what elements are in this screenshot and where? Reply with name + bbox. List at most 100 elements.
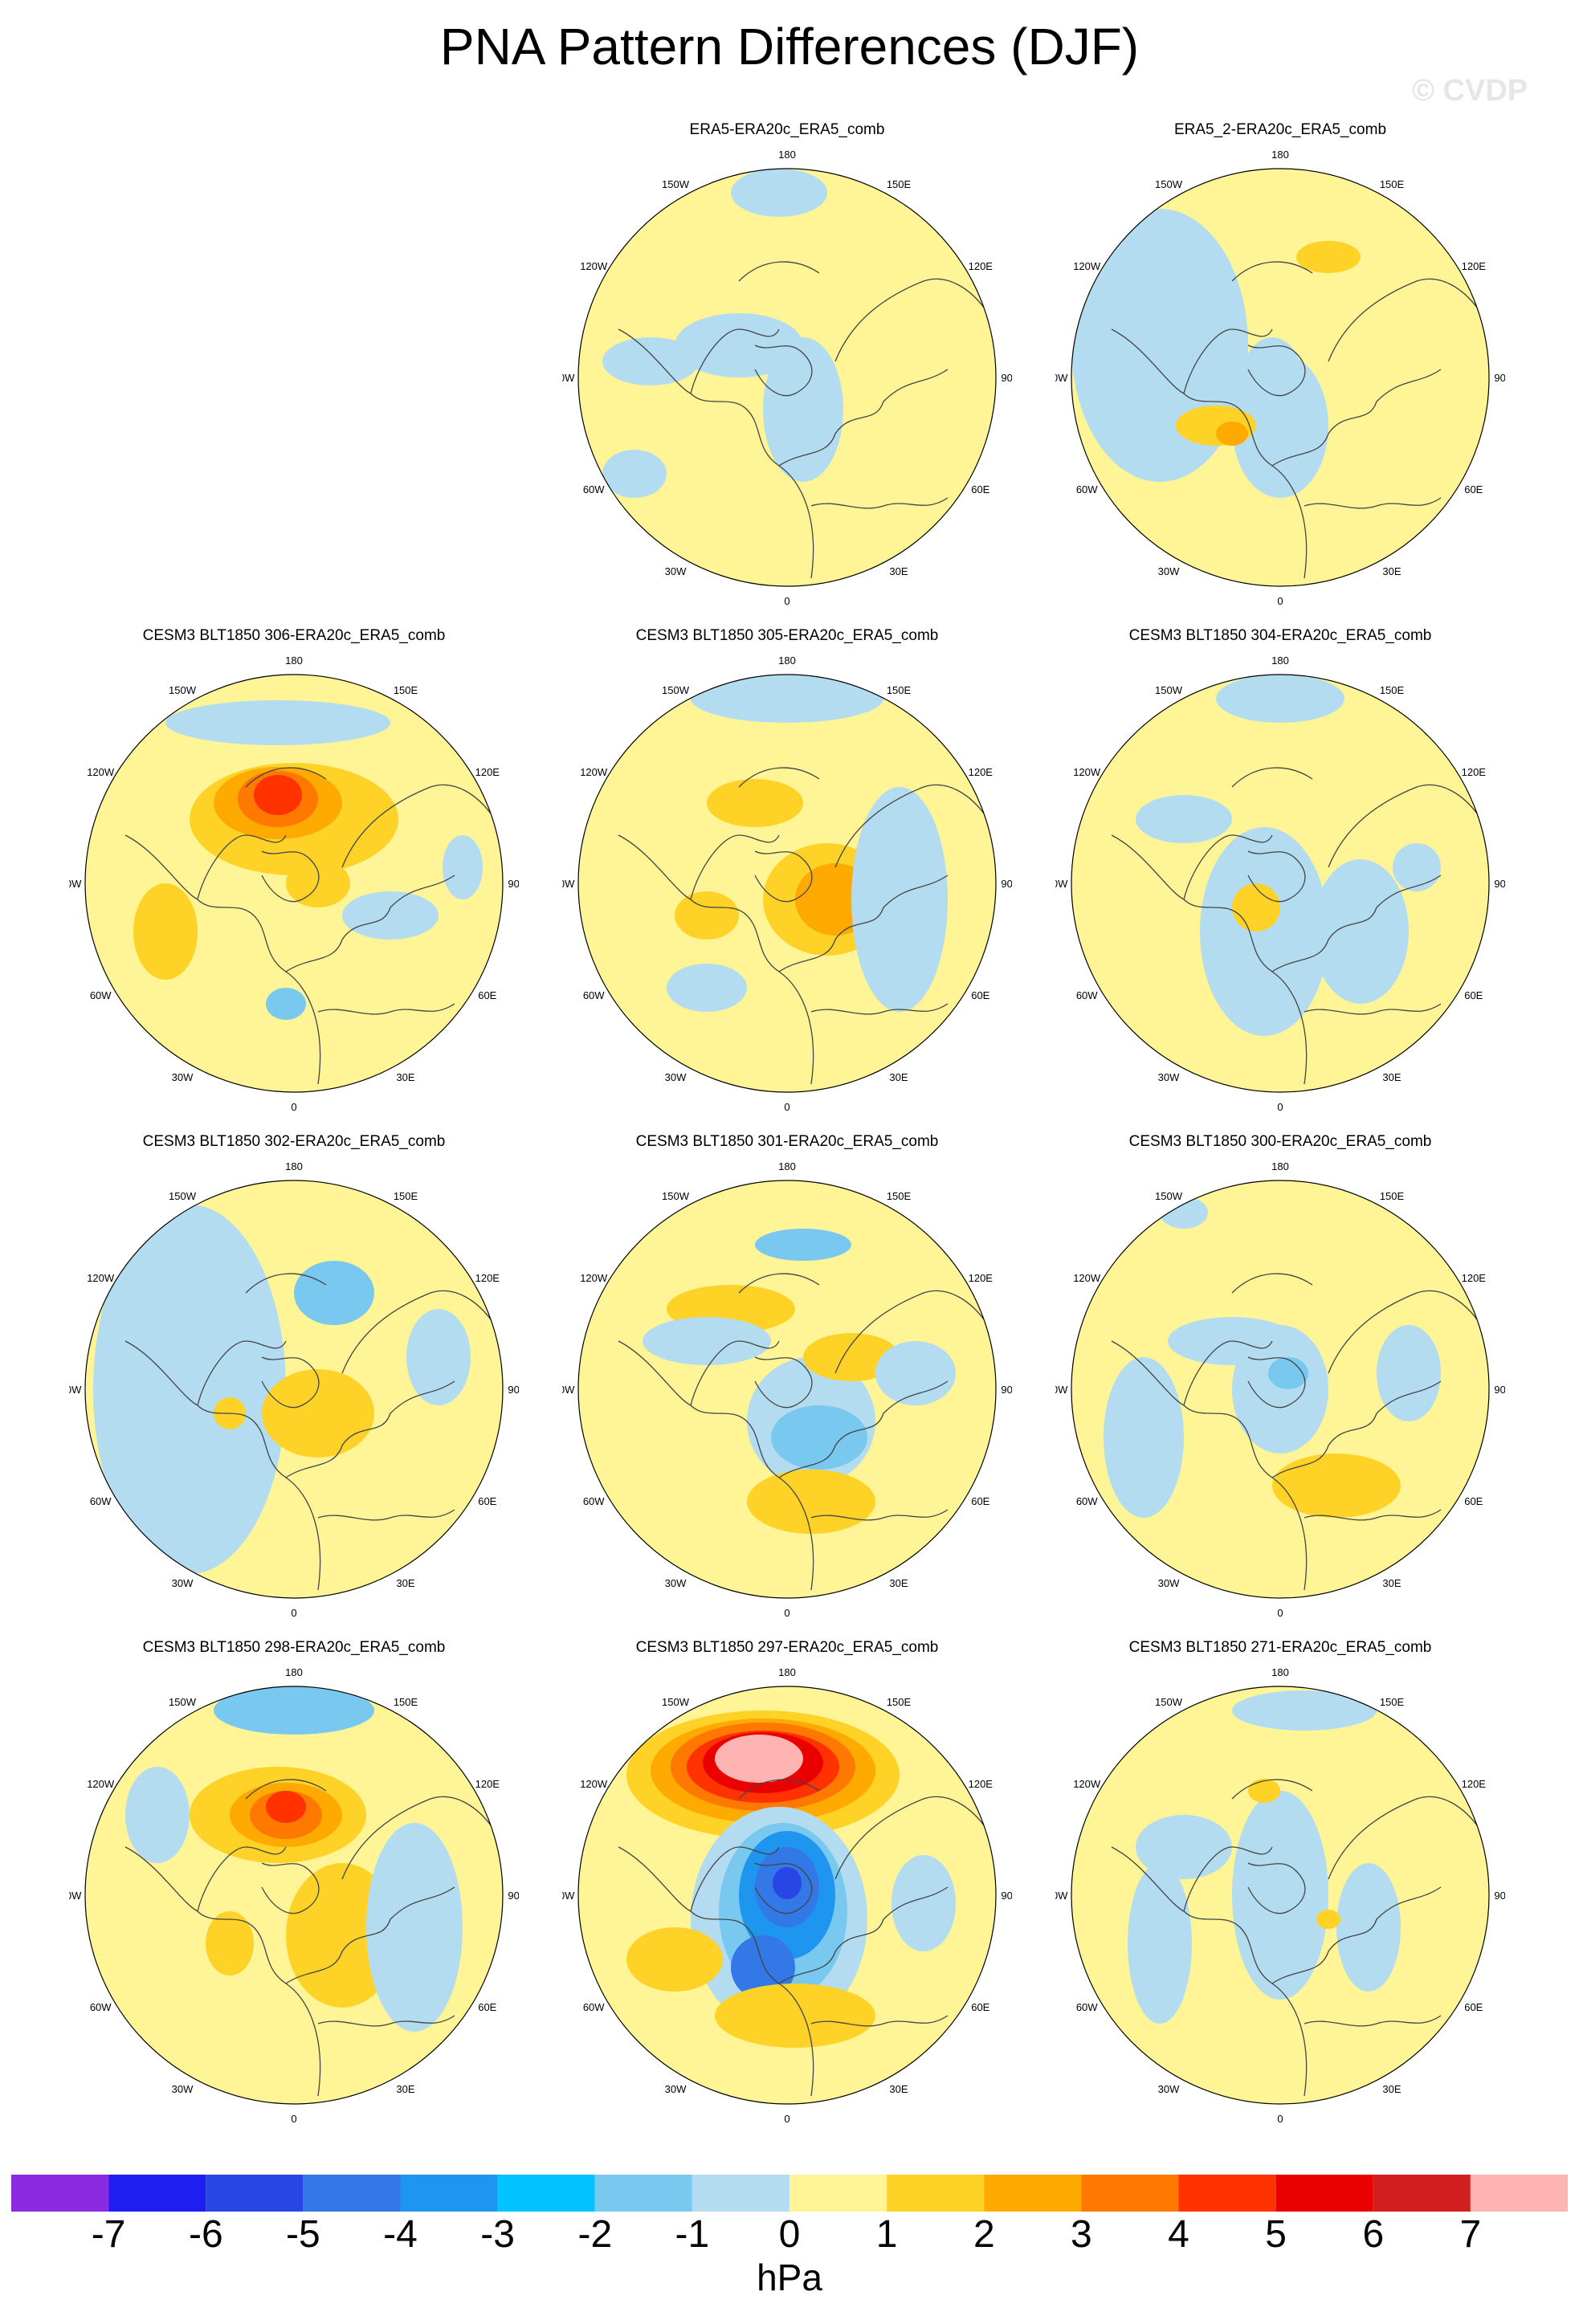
coastline xyxy=(690,1846,780,1912)
longitude-label: 30E xyxy=(396,2083,414,2095)
coastline xyxy=(618,328,814,579)
coastline xyxy=(1183,1846,1273,1912)
colorbar-segment xyxy=(497,2175,595,2212)
anomaly-contour xyxy=(803,1333,900,1381)
coastline xyxy=(778,875,949,972)
longitude-label: 120W xyxy=(87,1272,115,1284)
longitude-label: 60E xyxy=(971,2001,989,2013)
coastline xyxy=(690,328,780,394)
coastline xyxy=(738,1779,820,1800)
coastline xyxy=(1111,1846,1308,2097)
longitude-label: 60E xyxy=(1464,483,1483,495)
anomaly-contour xyxy=(1272,1454,1401,1518)
coastline xyxy=(124,1846,321,2097)
map-panel-p9: CESM3 BLT1850 298-ERA20c_ERA5_comb 180 150… xyxy=(69,1638,519,2152)
longitude-label: 180 xyxy=(778,654,796,667)
longitude-label: 30W xyxy=(1158,1577,1180,1589)
longitude-label: 150W xyxy=(662,178,690,190)
anomaly-contour xyxy=(1240,337,1304,434)
coastline xyxy=(810,1003,949,1015)
polar-map: 180 150E 120E 90E 60E 30E 0 30W 60W 90W 120W 150W xyxy=(562,149,1012,607)
longitude-label: 120W xyxy=(580,260,608,272)
longitude-label: 150W xyxy=(1155,178,1183,190)
longitude-label: 180 xyxy=(778,1666,796,1678)
longitude-label: 60E xyxy=(478,989,496,1001)
longitude-label: 30E xyxy=(889,2083,908,2095)
longitude-label: 90E xyxy=(508,1384,519,1396)
anomaly-contour xyxy=(747,1470,875,1534)
longitude-label: 120E xyxy=(475,1778,500,1790)
coastline xyxy=(285,1380,455,1478)
coastline xyxy=(197,1340,287,1406)
longitude-label: 180 xyxy=(285,1160,303,1172)
coastline xyxy=(738,767,820,788)
longitude-label: 120W xyxy=(1073,1778,1101,1790)
coastline xyxy=(1183,834,1273,900)
polar-map: 180 150E 120E 90E 60E 30E 0 30W 60W 90W 120W 150W xyxy=(69,1666,519,2125)
coastline xyxy=(1231,261,1313,282)
longitude-label: 60W xyxy=(583,483,605,495)
longitude-label: 90W xyxy=(1055,1384,1068,1396)
map-panel-p11: CESM3 BLT1850 271-ERA20c_ERA5_comb 180 150… xyxy=(1055,1638,1505,2152)
longitude-label: 90E xyxy=(1001,372,1012,384)
colorbar-tick-label: 7 xyxy=(1459,2213,1482,2256)
longitude-label: 120E xyxy=(1462,1272,1487,1284)
colorbar-tick-label: 4 xyxy=(1168,2213,1189,2256)
longitude-label: 60E xyxy=(478,2001,496,2013)
colorbar-tick-label: -7 xyxy=(91,2213,126,2256)
coastline xyxy=(1271,875,1442,972)
longitude-label: 150E xyxy=(1380,684,1405,696)
coastline xyxy=(341,1796,496,1880)
anomaly-contour xyxy=(773,1867,802,1899)
longitude-label: 60W xyxy=(90,2001,112,2013)
anomaly-contour xyxy=(1200,827,1328,1036)
coastline xyxy=(618,1846,814,2097)
longitude-label: 60W xyxy=(90,1495,112,1507)
longitude-label: 30W xyxy=(1158,2083,1180,2095)
panel-title: CESM3 BLT1850 300-ERA20c_ERA5_comb xyxy=(1128,1133,1432,1150)
colorbar-segment xyxy=(1275,2175,1373,2212)
longitude-label: 150E xyxy=(394,1696,418,1708)
polar-map: 180 150E 120E 90E 60E 30E 0 30W 60W 90W 120W 150W xyxy=(69,1160,519,1619)
longitude-label: 0 xyxy=(1277,2113,1283,2125)
anomaly-contour xyxy=(1216,675,1344,723)
longitude-label: 60E xyxy=(1464,1495,1483,1507)
anomaly-contour xyxy=(715,1735,803,1783)
longitude-label: 30E xyxy=(1382,1577,1401,1589)
coastline xyxy=(317,1509,455,1521)
anomaly-contour xyxy=(101,1462,198,1526)
colorbar-segment xyxy=(1470,2175,1568,2212)
polar-map: 180 150E 120E 90E 60E 30E 0 30W 60W 90W 120W 150W xyxy=(562,1160,1012,1619)
coastline xyxy=(778,369,949,467)
longitude-label: 90W xyxy=(69,1890,82,1902)
coastline xyxy=(317,1003,455,1015)
colorbar-tick-label: -2 xyxy=(577,2213,613,2256)
colorbar-segment xyxy=(206,2175,304,2212)
longitude-label: 120W xyxy=(580,1778,608,1790)
longitude-label: 150E xyxy=(394,684,418,696)
coastline xyxy=(197,834,287,900)
anomaly-contour xyxy=(406,1309,471,1405)
coastline xyxy=(1304,1509,1442,1521)
coastline xyxy=(618,1340,814,1591)
coastline xyxy=(618,834,814,1085)
colorbar-segment xyxy=(692,2175,790,2212)
colorbar-tick-label: 5 xyxy=(1265,2213,1287,2256)
anomaly-contour xyxy=(1336,1863,1401,1992)
longitude-label: 0 xyxy=(784,1607,790,1619)
coastline xyxy=(261,850,320,903)
map-panel-p7: CESM3 BLT1850 301-ERA20c_ERA5_comb 180 150… xyxy=(562,1132,1012,1646)
anomaly-contour xyxy=(1232,883,1280,932)
coastline xyxy=(285,875,455,972)
anomaly-contour xyxy=(602,450,667,498)
longitude-label: 60W xyxy=(1076,1495,1098,1507)
anomaly-contour xyxy=(1377,1325,1441,1421)
longitude-label: 60W xyxy=(1076,989,1098,1001)
colorbar-segment xyxy=(108,2175,206,2212)
longitude-label: 120W xyxy=(580,766,608,778)
coastline xyxy=(1304,1003,1442,1015)
panel-title: CESM3 BLT1850 297-ERA20c_ERA5_comb xyxy=(635,1639,939,1656)
anomaly-contour xyxy=(342,891,439,940)
longitude-label: 150E xyxy=(1380,178,1405,190)
longitude-label: 120E xyxy=(969,766,994,778)
